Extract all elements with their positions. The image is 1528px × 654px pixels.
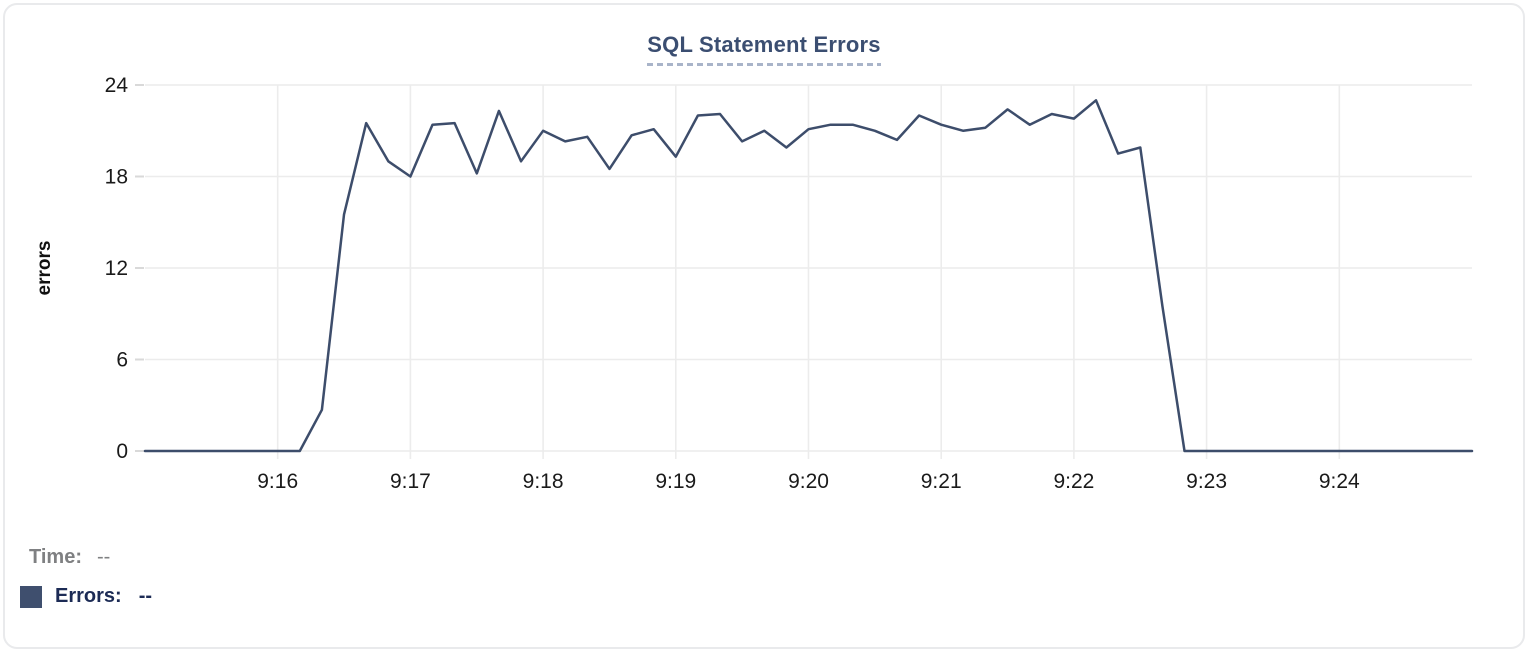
x-tick-label: 9:17: [390, 470, 431, 493]
chart-card: 0 6 12 18 24 9:16 9:17 9:18 9:19 9:20 9:21 9:22 9:23…: [3, 3, 1525, 649]
tooltip-time-label: Time:: [29, 546, 82, 568]
tooltip-time-row: Time: --: [29, 546, 110, 569]
y-axis-label: errors: [34, 241, 55, 296]
y-tick-label: 24: [105, 74, 129, 97]
tooltip-time-value: --: [96, 546, 111, 568]
y-tick-label: 12: [105, 257, 128, 280]
x-tick-label: 9:19: [655, 470, 696, 493]
x-tick-label: 9:23: [1186, 470, 1227, 493]
errors-line-series: [143, 99, 1474, 453]
x-tick-label: 9:22: [1053, 470, 1094, 493]
y-tick-label: 0: [116, 440, 128, 463]
x-tick-label: 9:20: [788, 470, 829, 493]
chart-title[interactable]: SQL Statement Errors: [647, 32, 882, 66]
tooltip-errors-label: Errors:: [55, 585, 122, 607]
x-tick-label: 9:21: [921, 470, 962, 493]
errors-series-swatch-icon: [20, 585, 42, 608]
tooltip-errors-value: --: [138, 585, 153, 607]
x-tick-label: 9:24: [1319, 470, 1360, 493]
y-tick-label: 6: [116, 349, 128, 372]
x-tick-label: 9:18: [523, 470, 564, 493]
chart-title-wrap: SQL Statement Errors: [5, 32, 1523, 66]
tooltip-errors-row: Errors: --: [20, 585, 152, 608]
y-tick-label: 18: [105, 166, 128, 189]
x-tick-label: 9:16: [257, 470, 298, 493]
